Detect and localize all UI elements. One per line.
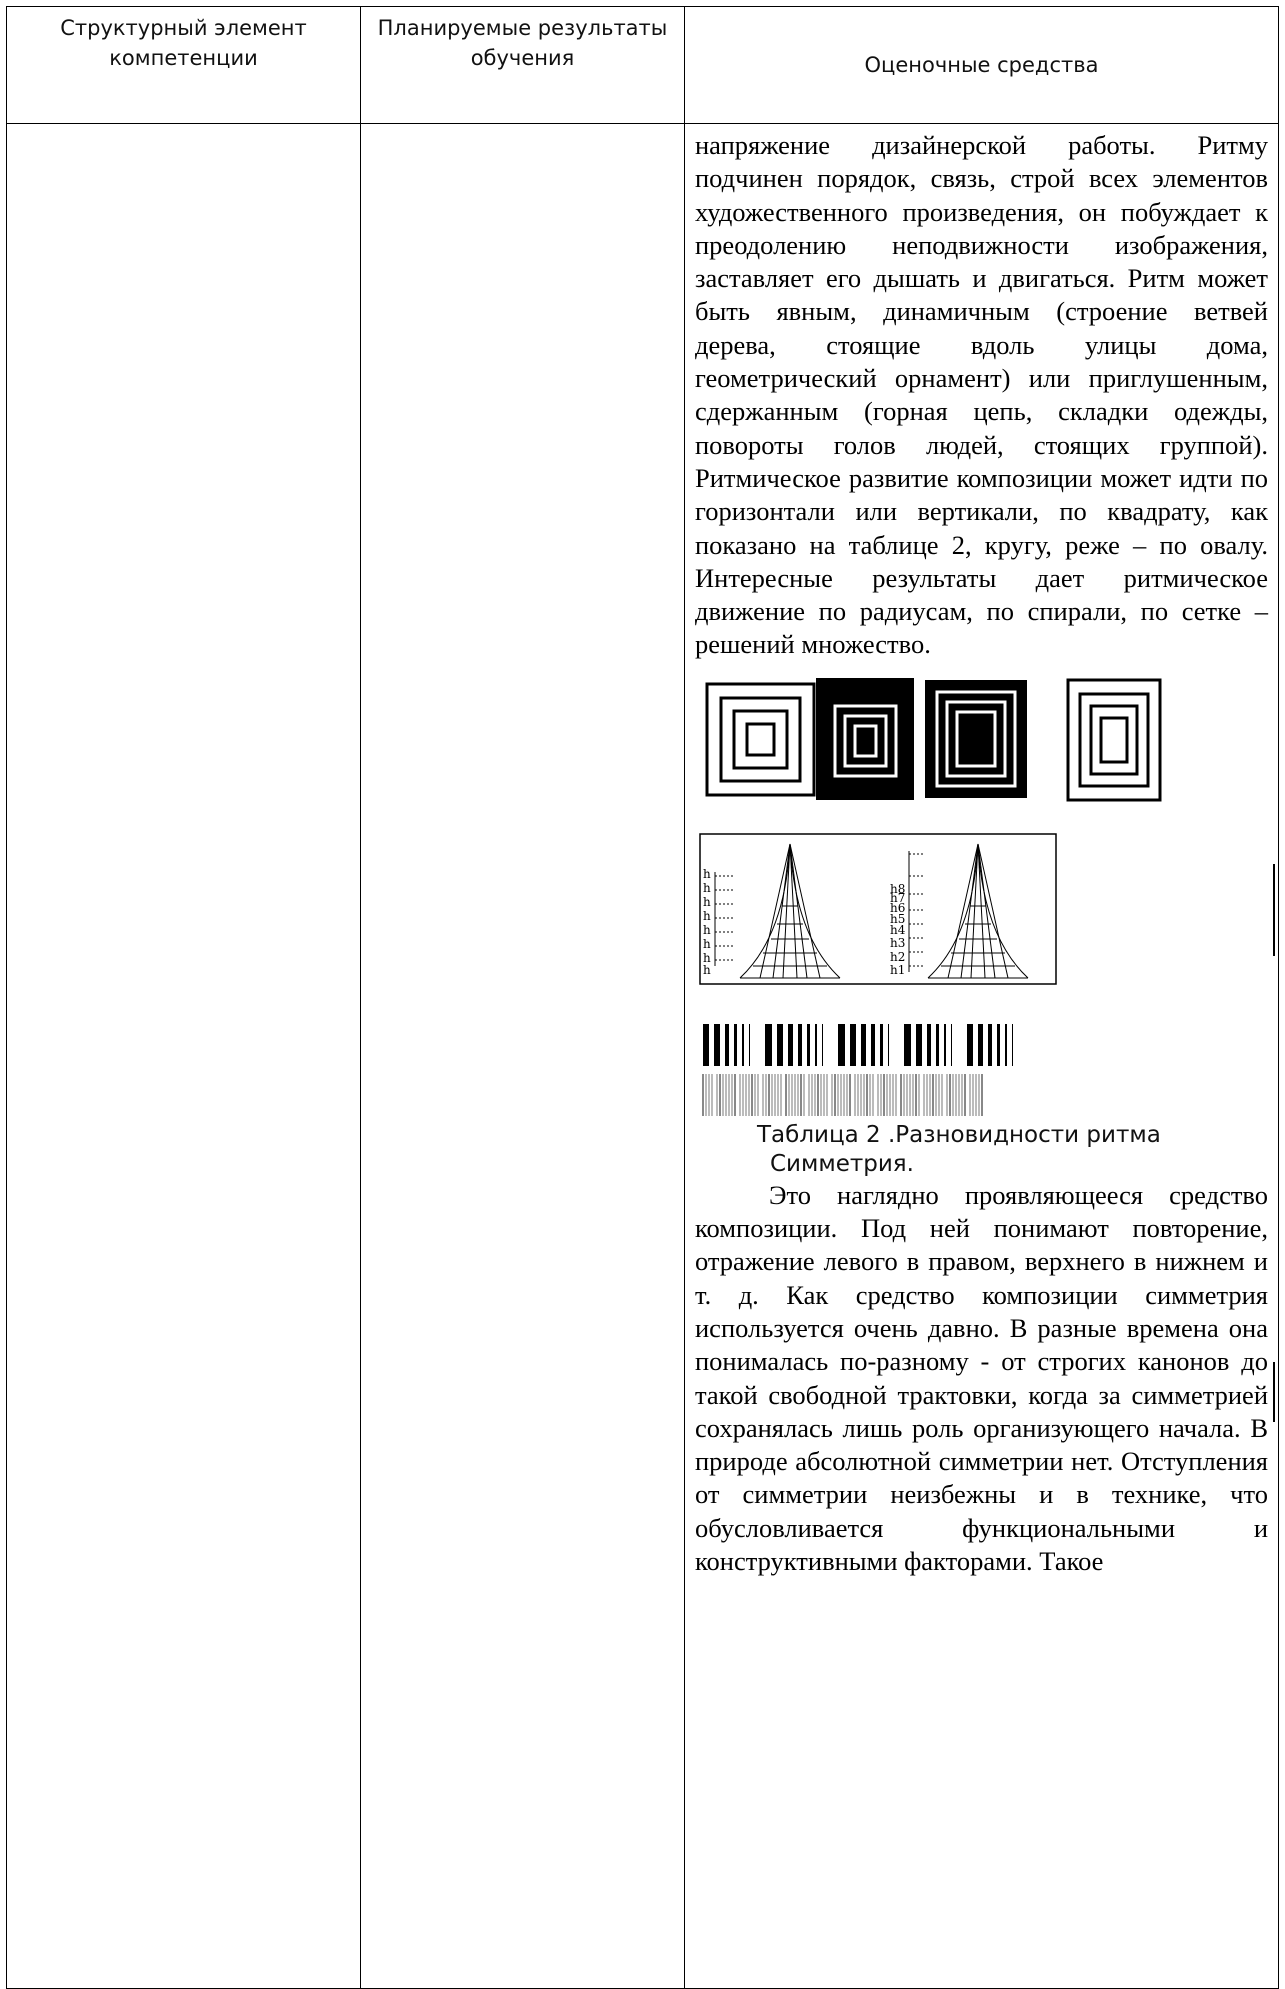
header-planned-results: Планируемые результаты обучения [361,7,685,124]
perspective-tower-left [740,844,840,978]
planned-results-cell [361,124,685,1989]
nested-squares-row [707,678,1160,800]
scale-label-left-2: h [703,881,711,895]
symmetry-heading: Симметрия. [685,1150,1278,1179]
scale-label-left-4: h [703,909,711,923]
header-structural-element: Структурный элемент компетенции [7,7,361,124]
scale-label-left-3: h [703,895,711,909]
rhythm-illustration: h h h h h h h h h8 h7 h6 h5 h4 [685,676,1279,1121]
scale-label-right-h2: h2 [890,950,905,964]
scale-label-left-8: h [703,963,711,977]
scale-label-right-h4: h4 [890,923,906,937]
table-caption: Таблица 2 .Разновидности ритма [685,1121,1278,1150]
scale-label-left-1: h [703,867,711,881]
perspective-towers-figure: h h h h h h h h h8 h7 h6 h5 h4 [700,834,1056,984]
nested-squares-4 [1068,680,1160,800]
document-table: Структурный элемент компетенции Планируе… [6,6,1279,1989]
symmetry-paragraph: Это наглядно проявляющееся средство комп… [685,1179,1278,1579]
scale-label-left-5: h [703,923,711,937]
perspective-tower-right [928,844,1028,978]
content-row: напряжение дизайнерской работы. Ритму по… [7,124,1279,1989]
rhythm-paragraph: напряжение дизайнерской работы. Ритму по… [685,124,1278,662]
nested-squares-1 [707,684,814,795]
barcode-thin-bars [703,1074,982,1116]
assessment-tools-cell: напряжение дизайнерской работы. Ритму по… [685,124,1279,1989]
scale-label-right-h3: h3 [890,936,905,950]
structural-element-cell [7,124,361,1989]
barcode-thick-bars [703,1024,1013,1066]
header-assessment-tools: Оценочные средства [685,7,1279,124]
scale-label-right-h1: h1 [890,963,905,977]
rhythm-figures: h h h h h h h h h8 h7 h6 h5 h4 [685,676,1278,1121]
header-row: Структурный элемент компетенции Планируе… [7,7,1279,124]
nested-squares-2 [816,678,914,800]
edge-mark-lower [1273,1362,1275,1422]
nested-squares-3 [925,680,1027,798]
scale-label-left-6: h [703,937,711,951]
edge-mark-upper [1273,864,1275,956]
